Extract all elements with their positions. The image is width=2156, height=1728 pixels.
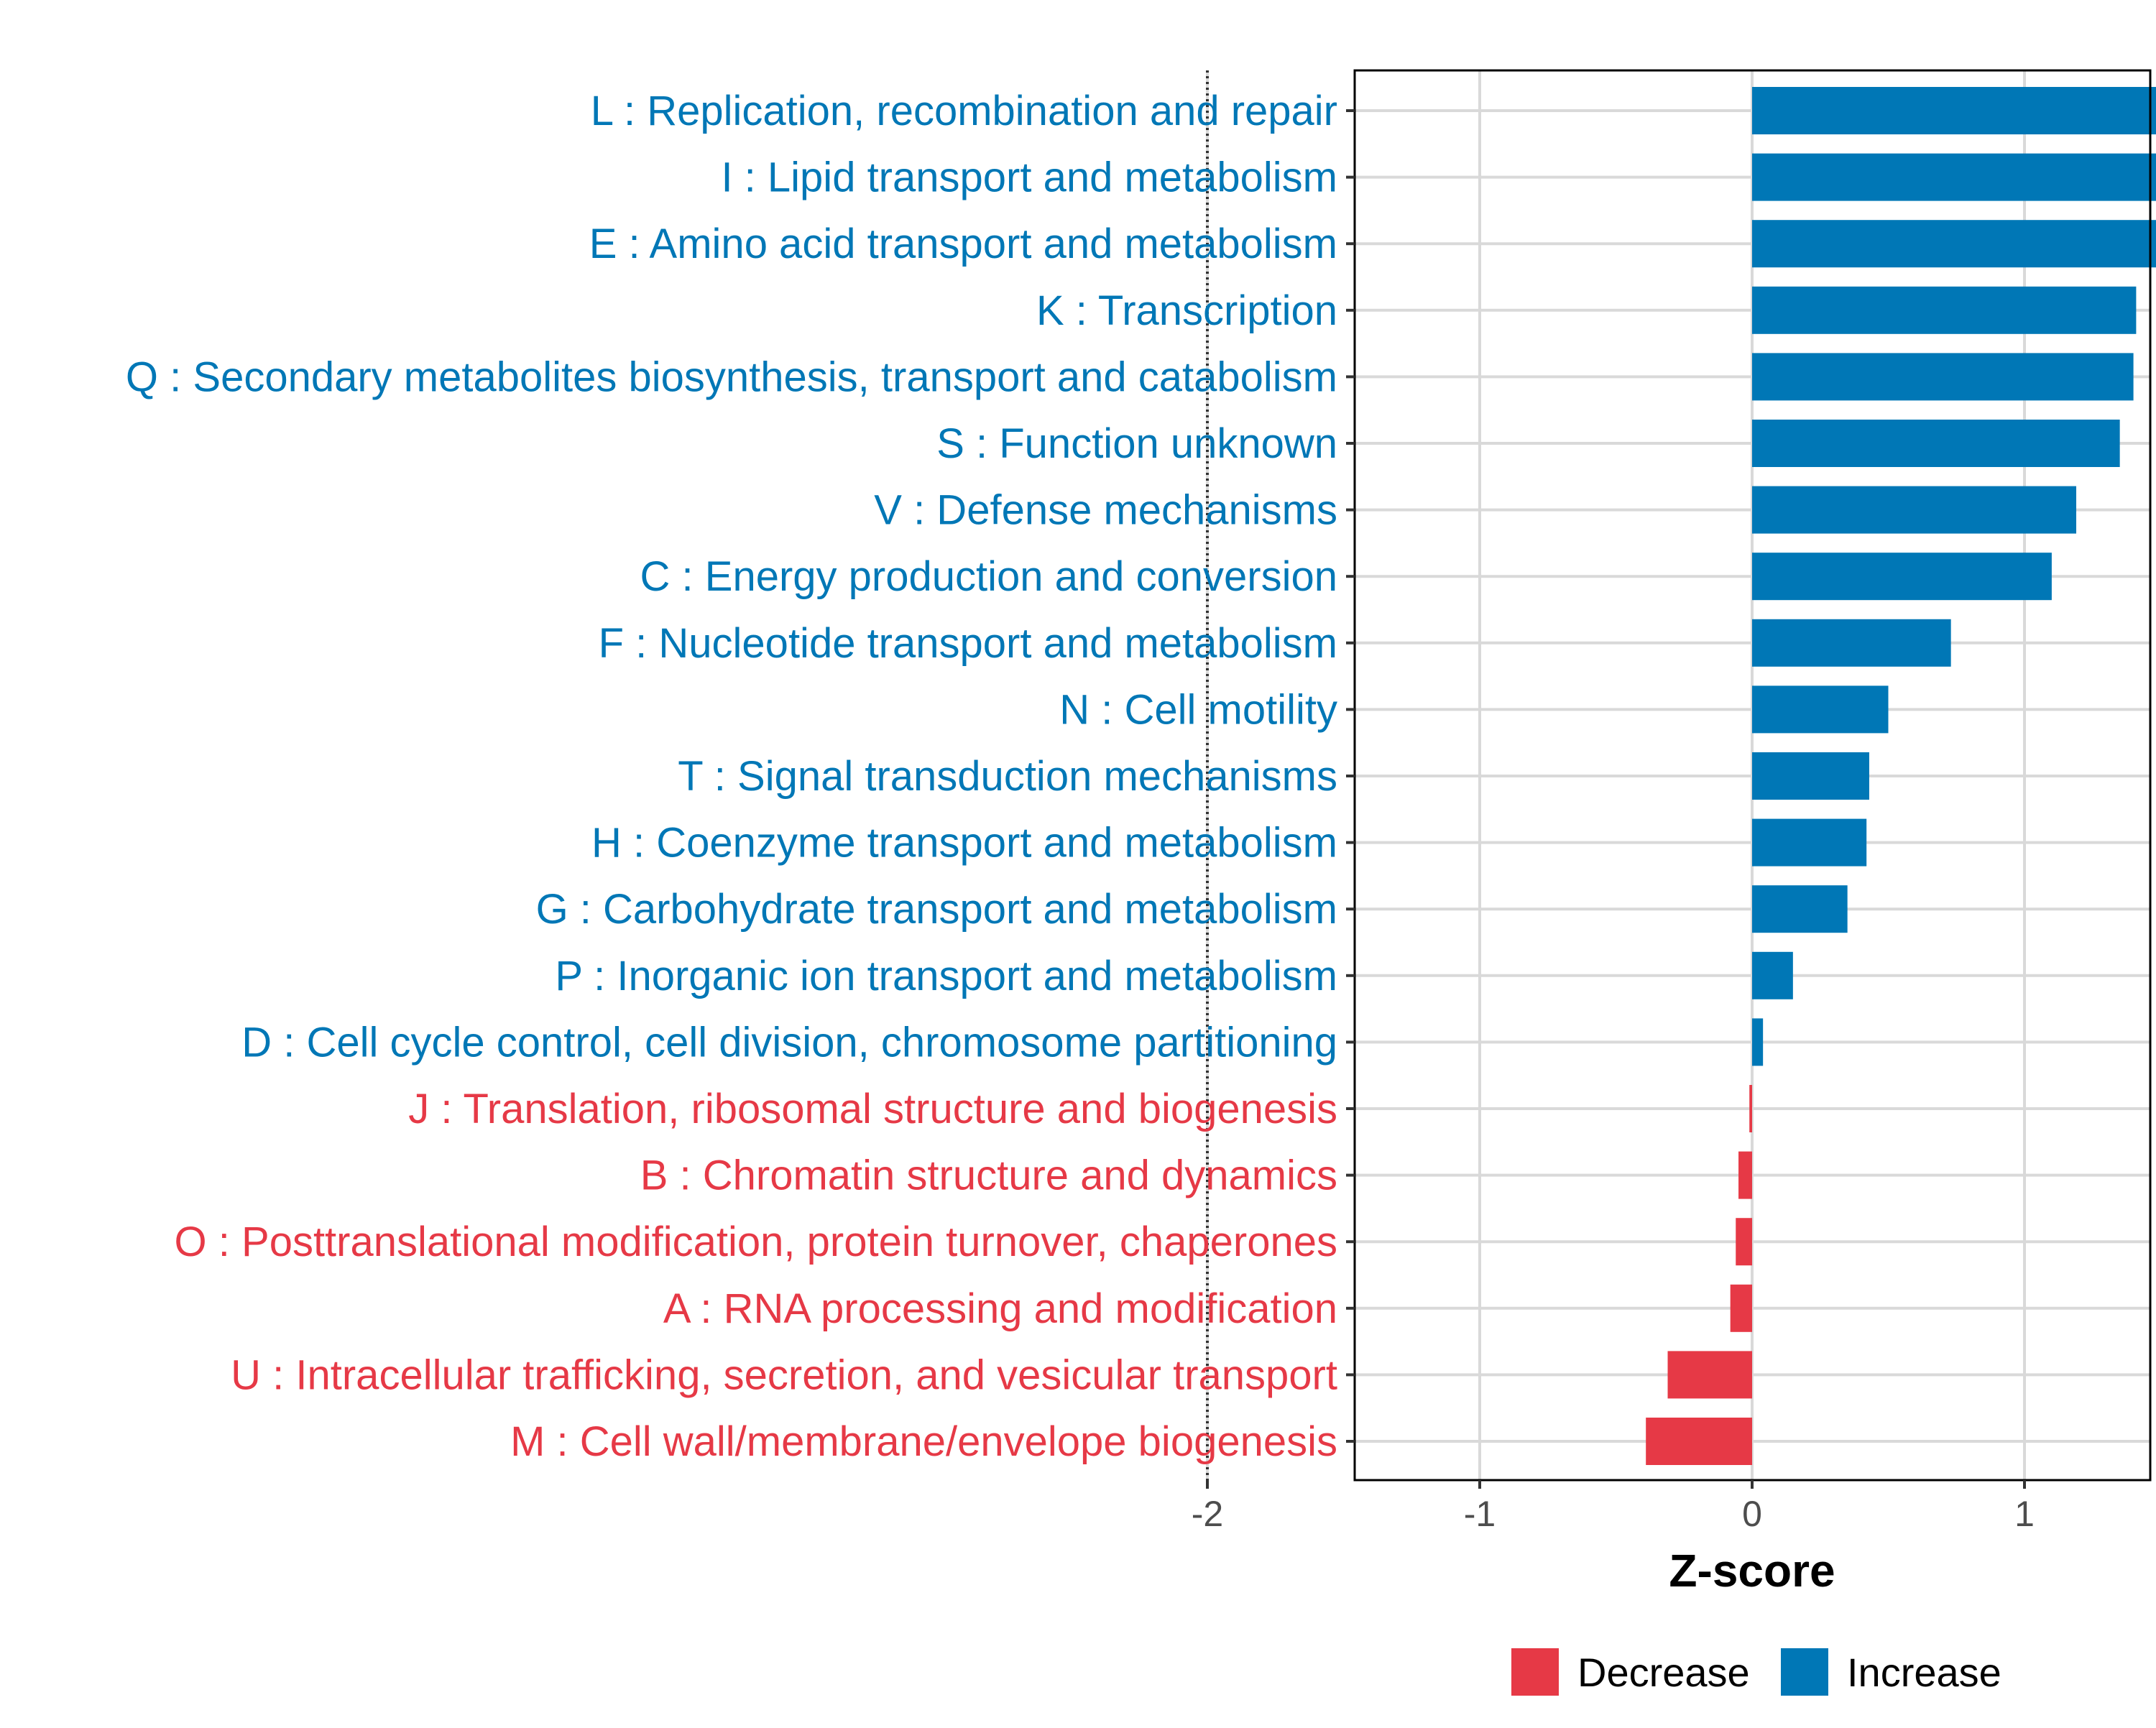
category-label: U : Intracellular trafficking, secretion… <box>231 1352 1337 1398</box>
bar <box>1752 818 1867 867</box>
category-labels: L : Replication, recombination and repai… <box>126 88 1337 1465</box>
category-label: M : Cell wall/membrane/envelope biogenes… <box>510 1418 1337 1465</box>
bar <box>1752 553 2052 601</box>
category-label: O : Posttranslational modification, prot… <box>175 1219 1337 1265</box>
bar <box>1752 286 2137 334</box>
legend-key <box>1781 1648 1828 1696</box>
bar <box>1752 220 2156 268</box>
bar <box>1646 1418 1752 1465</box>
bar <box>1736 1218 1752 1266</box>
category-label: J : Translation, ribosomal structure and… <box>408 1086 1337 1132</box>
category-label: H : Coenzyme transport and metabolism <box>591 820 1337 867</box>
bar <box>1749 1085 1752 1132</box>
x-axis-ticks: -2-1012 <box>1192 1480 2035 1534</box>
category-label: C : Energy production and conversion <box>640 553 1337 600</box>
category-label: F : Nucleotide transport and metabolism <box>599 620 1337 667</box>
bar <box>1752 752 1869 800</box>
x-tick-label: 0 <box>1742 1494 1762 1534</box>
category-label: Q : Secondary metabolites biosynthesis, … <box>126 354 1337 400</box>
x-tick-label: 1 <box>2014 1494 2035 1534</box>
legend: Decrease Increase <box>1511 1648 2001 1696</box>
category-label: A : RNA processing and modification <box>663 1285 1337 1332</box>
bar <box>1752 951 1793 999</box>
bar <box>1752 87 2156 134</box>
bar <box>1752 1018 1764 1066</box>
bars <box>1646 87 2156 1465</box>
bar <box>1730 1284 1752 1332</box>
bar <box>1738 1151 1752 1199</box>
y-axis-ticks <box>1346 109 1355 1443</box>
category-label: I : Lipid transport and metabolism <box>721 154 1337 201</box>
category-label: D : Cell cycle control, cell division, c… <box>241 1019 1337 1066</box>
bar <box>1752 486 2077 534</box>
category-label: L : Replication, recombination and repai… <box>591 88 1337 134</box>
x-axis-title: Z-score <box>1669 1545 1835 1597</box>
category-label: T : Signal transduction mechanisms <box>678 753 1337 800</box>
category-label: B : Chromatin structure and dynamics <box>640 1152 1337 1199</box>
bar <box>1752 619 1951 667</box>
bar <box>1752 885 1848 933</box>
category-label: V : Defense mechanisms <box>874 487 1337 534</box>
bar <box>1667 1351 1752 1399</box>
legend-label: Increase <box>1847 1650 2001 1695</box>
x-tick-label: -1 <box>1464 1494 1496 1534</box>
legend-key <box>1511 1648 1559 1696</box>
category-label: E : Amino acid transport and metabolism <box>589 221 1337 267</box>
category-label: K : Transcription <box>1036 287 1337 334</box>
category-label: P : Inorganic ion transport and metaboli… <box>555 953 1337 999</box>
x-tick-label: -2 <box>1192 1494 1223 1534</box>
bar <box>1752 685 1889 734</box>
bar <box>1752 353 2134 401</box>
bar <box>1752 153 2156 201</box>
bar <box>1752 420 2120 467</box>
category-label: N : Cell motility <box>1059 686 1337 733</box>
legend-label: Decrease <box>1577 1650 1750 1695</box>
category-label: G : Carbohydrate transport and metabolis… <box>536 886 1337 933</box>
category-label: S : Function unknown <box>936 420 1337 467</box>
